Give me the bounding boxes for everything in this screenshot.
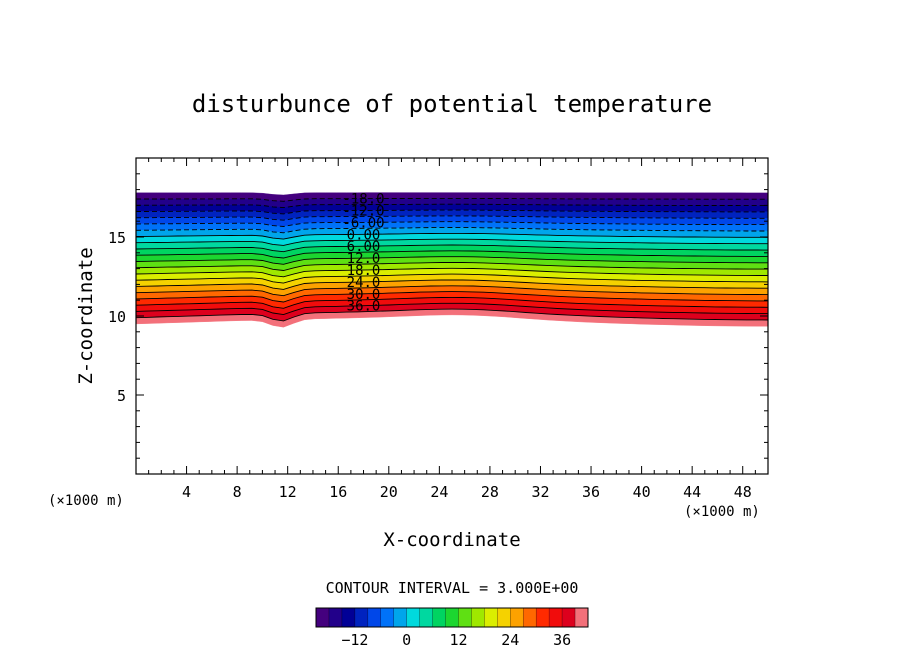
x-unit-left: (×1000 m) (48, 493, 124, 509)
contour-label: -12.0 (342, 204, 384, 220)
x-tick-label: 12 (279, 483, 297, 501)
x-tick-label: 24 (430, 483, 448, 501)
colorbar-cell (419, 608, 433, 627)
x-tick-label: 28 (481, 483, 499, 501)
contour-line-4 (136, 215, 768, 221)
colorbar-tick-label: 12 (449, 631, 467, 649)
x-tick-label: 32 (531, 483, 549, 501)
contour-line-20 (136, 308, 768, 322)
contour-line-13 (136, 267, 768, 278)
colorbar-cell (380, 608, 395, 627)
colorbar-cell (316, 608, 330, 627)
colorbar-tick-label: −12 (341, 631, 368, 649)
y-tick-label: 15 (108, 229, 126, 247)
colorbar-cell (575, 608, 589, 627)
contour-label: -6.00 (342, 215, 384, 231)
contour-line-14 (136, 273, 768, 284)
colorbar-cell (341, 608, 356, 627)
colorbar-cell (328, 608, 343, 627)
contour-line-6 (136, 227, 768, 234)
x-unit-right: (×1000 m) (684, 504, 760, 520)
colorbar-cell (562, 608, 576, 627)
contour-line-9 (136, 244, 768, 253)
contour-label: 36.0 (347, 299, 381, 315)
contour-line-5 (136, 221, 768, 227)
x-tick-label: 4 (182, 483, 191, 501)
colorbar-cell (406, 608, 420, 627)
contour-interval-text: CONTOUR INTERVAL = 3.000E+00 (326, 579, 579, 597)
contour-line-16 (136, 285, 768, 297)
contour-line-11 (136, 256, 768, 265)
x-tick-label: 44 (683, 483, 701, 501)
colorbar-cell (510, 608, 524, 627)
contour-line-2 (136, 203, 768, 209)
colorbar-cell (484, 608, 498, 627)
x-tick-label: 20 (380, 483, 398, 501)
contour-line-3 (136, 209, 768, 215)
contour-line-12 (136, 262, 768, 271)
contour-line-18 (136, 296, 768, 309)
colorbar-frame (315, 607, 589, 628)
contour-label: 18.0 (347, 263, 381, 279)
contour-line-15 (136, 279, 768, 290)
contour-line-8 (136, 238, 768, 246)
colorbar-cell (354, 608, 369, 627)
colorbar (315, 608, 589, 627)
y-axis-label: Z-coordinate (75, 247, 97, 384)
colorbar-cell (471, 608, 485, 627)
x-tick-label: 16 (329, 483, 347, 501)
y-axis-ticks: 5 10 15 (108, 173, 768, 459)
colorbar-cell (432, 608, 446, 627)
colorbar-cell (367, 608, 382, 627)
colorbar-cell (445, 608, 459, 627)
x-tick-label: 40 (633, 483, 651, 501)
chart-title: disturbunce of potential temperature (192, 90, 712, 118)
colorbar-cell (536, 608, 550, 627)
contour-line-1 (136, 197, 768, 202)
colorbar-cell (549, 608, 563, 627)
contour-label: 6.00 (347, 239, 381, 255)
colorbar-cell (497, 608, 511, 627)
y-tick-label: 10 (108, 308, 126, 326)
contour-label: 0.00 (347, 227, 381, 243)
y-tick-label: 5 (117, 387, 126, 405)
contour-labels: -18.0-12.0-6.000.006.0012.018.024.030.03… (342, 192, 384, 315)
colorbar-tick-label: 36 (553, 631, 571, 649)
contour-line-7 (136, 232, 768, 240)
colorbar-tick-labels: −12 0 12 24 36 (341, 631, 571, 649)
contour-lines (136, 197, 768, 322)
x-tick-label: 36 (582, 483, 600, 501)
contour-line-10 (136, 250, 768, 259)
x-tick-label: 8 (233, 483, 242, 501)
contour-line-17 (136, 291, 768, 303)
contour-label: 30.0 (347, 287, 381, 303)
colorbar-cell (523, 608, 537, 627)
x-axis-ticks: 4 8 12 16 20 24 28 32 36 40 44 48 (148, 158, 756, 501)
x-axis-label: X-coordinate (383, 529, 520, 551)
colorbar-cell (458, 608, 472, 627)
contour-label: 12.0 (347, 251, 381, 267)
contour-label: 24.0 (347, 275, 381, 291)
contour-line-19 (136, 302, 768, 316)
colorbar-tick-label: 0 (402, 631, 411, 649)
colorbar-tick-label: 24 (501, 631, 519, 649)
contour-label: -18.0 (342, 192, 384, 208)
x-tick-label: 48 (734, 483, 752, 501)
colorbar-cell (393, 608, 407, 627)
